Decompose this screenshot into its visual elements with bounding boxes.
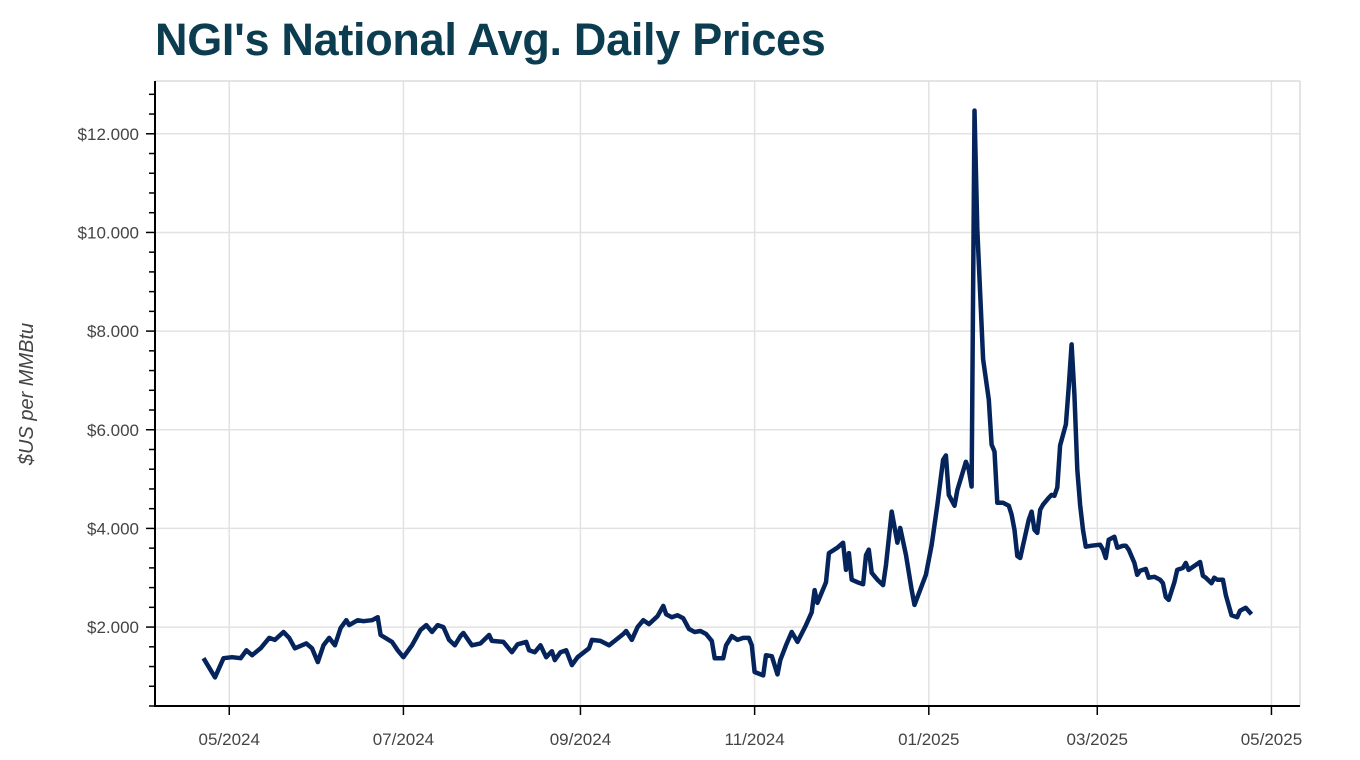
y-tick-label: $12.000 — [78, 125, 139, 144]
plot-frame — [155, 80, 1301, 706]
x-tick-label: 03/2025 — [1067, 730, 1128, 749]
y-tick-label: $8.000 — [87, 322, 139, 341]
x-tick-label: 05/2025 — [1241, 730, 1302, 749]
axes: $2.000 $4.000 $6.000 $8.000 $10.000 $12.000 05… — [78, 81, 1302, 749]
y-axis-label: $US per MMBtu — [16, 323, 38, 466]
chart-title: NGI's National Avg. Daily Prices — [155, 14, 826, 65]
x-tick-label: 05/2024 — [199, 730, 260, 749]
series — [201, 108, 1254, 680]
x-tick-label: 07/2024 — [373, 730, 434, 749]
x-tick-label: 11/2024 — [725, 730, 785, 749]
price-series-line — [201, 108, 1254, 680]
grid — [155, 81, 1300, 706]
y-tick-label: $6.000 — [87, 421, 139, 440]
x-tick-label: 09/2024 — [550, 730, 611, 749]
y-tick-label: $2.000 — [87, 618, 139, 637]
y-tick-label: $4.000 — [87, 519, 139, 538]
x-tick-label: 01/2025 — [898, 730, 959, 749]
y-tick-label: $10.000 — [78, 223, 139, 242]
